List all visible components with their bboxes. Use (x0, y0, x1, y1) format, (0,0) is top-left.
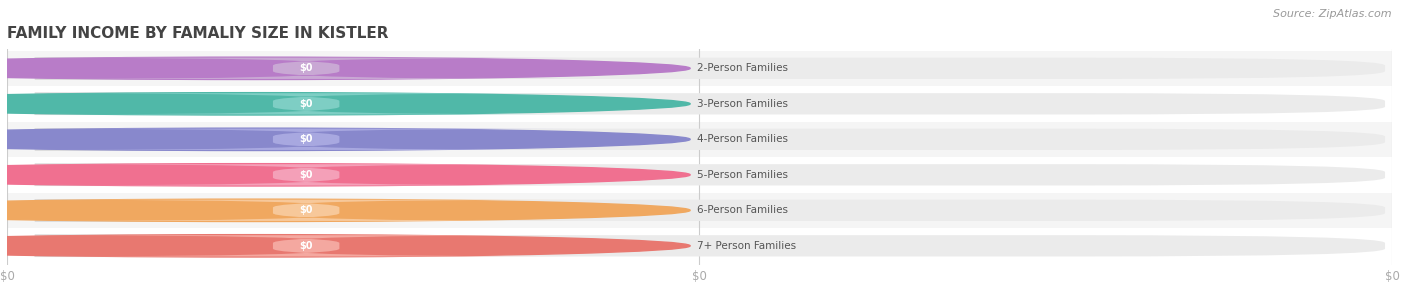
Text: 6-Person Families: 6-Person Families (697, 205, 787, 215)
FancyBboxPatch shape (7, 228, 1392, 264)
Circle shape (0, 235, 690, 257)
FancyBboxPatch shape (14, 164, 1385, 185)
Text: $0: $0 (299, 205, 314, 215)
Text: 7+ Person Families: 7+ Person Families (697, 241, 796, 251)
FancyBboxPatch shape (14, 58, 1385, 79)
FancyBboxPatch shape (7, 157, 1392, 192)
FancyBboxPatch shape (35, 235, 578, 257)
Text: 4-Person Families: 4-Person Families (697, 134, 787, 144)
Text: FAMILY INCOME BY FAMALIY SIZE IN KISTLER: FAMILY INCOME BY FAMALIY SIZE IN KISTLER (7, 26, 388, 41)
Text: 2-Person Families: 2-Person Families (697, 63, 787, 73)
FancyBboxPatch shape (35, 129, 578, 150)
FancyBboxPatch shape (35, 58, 578, 79)
FancyBboxPatch shape (14, 235, 339, 257)
FancyBboxPatch shape (14, 129, 1385, 150)
FancyBboxPatch shape (7, 86, 1392, 122)
Circle shape (0, 164, 690, 186)
Circle shape (0, 93, 690, 115)
FancyBboxPatch shape (14, 129, 339, 150)
Text: $0: $0 (299, 170, 314, 180)
FancyBboxPatch shape (7, 192, 1392, 228)
Text: 3-Person Families: 3-Person Families (697, 99, 787, 109)
FancyBboxPatch shape (14, 235, 1385, 257)
Circle shape (0, 199, 690, 221)
FancyBboxPatch shape (14, 164, 339, 185)
FancyBboxPatch shape (7, 51, 1392, 86)
FancyBboxPatch shape (14, 200, 339, 221)
Text: $0: $0 (299, 99, 314, 109)
FancyBboxPatch shape (35, 93, 578, 114)
FancyBboxPatch shape (14, 93, 339, 114)
FancyBboxPatch shape (14, 200, 1385, 221)
FancyBboxPatch shape (35, 164, 578, 185)
FancyBboxPatch shape (14, 58, 339, 79)
Text: $0: $0 (299, 63, 314, 73)
Text: Source: ZipAtlas.com: Source: ZipAtlas.com (1274, 9, 1392, 19)
Text: $0: $0 (299, 241, 314, 251)
Text: $0: $0 (299, 134, 314, 144)
FancyBboxPatch shape (35, 200, 578, 221)
Circle shape (0, 128, 690, 150)
FancyBboxPatch shape (7, 122, 1392, 157)
Circle shape (0, 57, 690, 80)
Text: 5-Person Families: 5-Person Families (697, 170, 787, 180)
FancyBboxPatch shape (14, 93, 1385, 114)
